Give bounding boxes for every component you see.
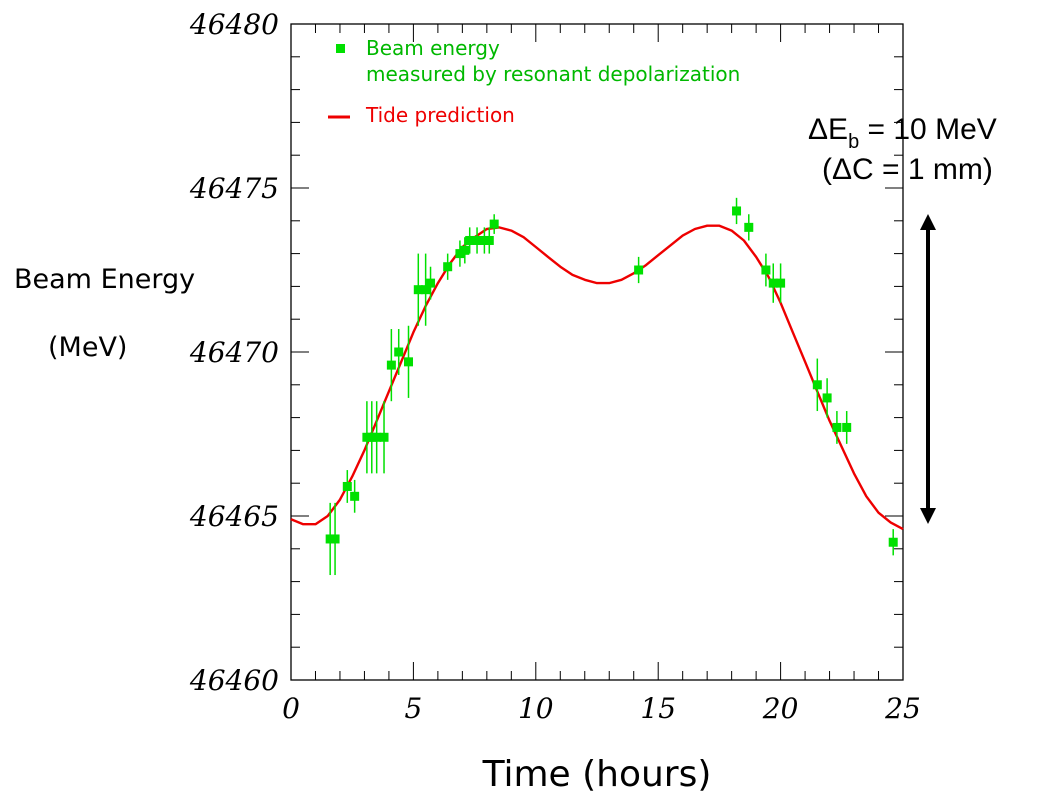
y-axis-title-line1: Beam Energy (14, 264, 195, 295)
point-marker (350, 491, 360, 501)
point-marker (443, 262, 453, 272)
arrow-head-top (920, 214, 936, 230)
point-marker (362, 432, 372, 442)
data-point (367, 401, 377, 474)
data-point (776, 263, 786, 303)
data-point (768, 263, 778, 303)
point-marker (342, 481, 352, 491)
point-marker (455, 249, 465, 259)
x-tick-label: 20 (762, 692, 799, 725)
data-point (634, 256, 644, 284)
beam-energy-points-layer (325, 197, 898, 576)
data-point (822, 378, 832, 418)
data-point (465, 227, 475, 254)
legend-label-beam-energy-line1: Beam energy (366, 36, 500, 60)
point-marker (379, 432, 389, 442)
data-point (455, 240, 465, 267)
y-tick-label: 46465 (189, 500, 279, 533)
data-point (484, 227, 494, 254)
data-point (888, 529, 898, 556)
x-tick-label: 25 (884, 692, 921, 725)
data-point (744, 214, 754, 241)
data-point (330, 502, 340, 576)
data-point (842, 411, 852, 444)
point-marker (842, 422, 852, 432)
data-point (362, 401, 372, 474)
legend: Beam energy measured by resonant depolar… (328, 36, 740, 127)
data-point (443, 253, 453, 280)
point-marker (489, 219, 499, 229)
data-point (832, 411, 842, 444)
x-tick-label: 5 (404, 692, 422, 725)
tide-prediction-line (290, 224, 904, 531)
annotation-delta-e: ΔEb = 10 MeV (808, 113, 997, 153)
y-axis-title-line2: (MeV) (48, 332, 127, 363)
data-point (404, 325, 414, 398)
data-point (413, 253, 423, 326)
axis-tick-labels: 0 5 10 15 20 25 46460 46465 46470 46475 46480 (189, 8, 921, 725)
point-marker (465, 235, 475, 245)
point-marker (325, 534, 335, 544)
data-point (460, 237, 470, 264)
point-marker (776, 278, 786, 288)
data-point (372, 401, 382, 474)
legend-label-beam-energy-line2: measured by resonant depolarization (366, 62, 740, 86)
x-axis-title: Time (hours) (482, 754, 712, 795)
data-point (342, 470, 352, 503)
point-marker (386, 360, 396, 370)
data-point (421, 253, 431, 326)
point-marker (460, 245, 470, 255)
point-marker (888, 537, 898, 547)
data-point (386, 329, 396, 402)
y-tick-label: 46460 (189, 664, 279, 697)
data-point (479, 227, 489, 254)
point-marker (413, 285, 423, 295)
point-marker (421, 285, 431, 295)
y-tick-label: 46480 (189, 8, 279, 41)
data-point (732, 197, 742, 225)
axis-ticks (290, 23, 904, 681)
tide-prediction-layer (290, 224, 904, 531)
legend-marker-beam-energy (336, 44, 345, 53)
point-marker (367, 432, 377, 442)
data-point (379, 401, 389, 474)
x-tick-label: 15 (640, 692, 676, 725)
point-marker (484, 235, 494, 245)
annotation-delta-c: (ΔC = 1 mm) (822, 153, 993, 186)
point-marker (634, 265, 644, 275)
legend-label-tide-prediction: Tide prediction (365, 103, 515, 127)
data-point (472, 227, 482, 254)
data-point (812, 358, 822, 412)
point-marker (761, 265, 771, 275)
point-marker (732, 206, 742, 216)
y-tick-label: 46470 (189, 336, 279, 369)
data-point (325, 502, 335, 576)
point-marker (822, 393, 832, 403)
data-point (350, 479, 360, 513)
point-marker (812, 380, 822, 390)
point-marker (404, 357, 414, 367)
arrow-head-bottom (920, 508, 936, 524)
point-marker (394, 347, 404, 357)
x-tick-label: 10 (518, 692, 554, 725)
data-point (426, 266, 436, 300)
point-marker (372, 432, 382, 442)
point-marker (744, 222, 754, 232)
data-point (394, 329, 404, 375)
point-marker (768, 278, 778, 288)
point-marker (426, 278, 436, 288)
x-tick-label: 0 (282, 692, 300, 725)
annotation-double-arrow (920, 214, 936, 524)
y-tick-label: 46475 (189, 172, 279, 205)
point-marker (479, 235, 489, 245)
point-marker (472, 235, 482, 245)
point-marker (330, 534, 340, 544)
data-point (489, 214, 499, 234)
data-point (761, 253, 771, 287)
point-marker (832, 422, 842, 432)
